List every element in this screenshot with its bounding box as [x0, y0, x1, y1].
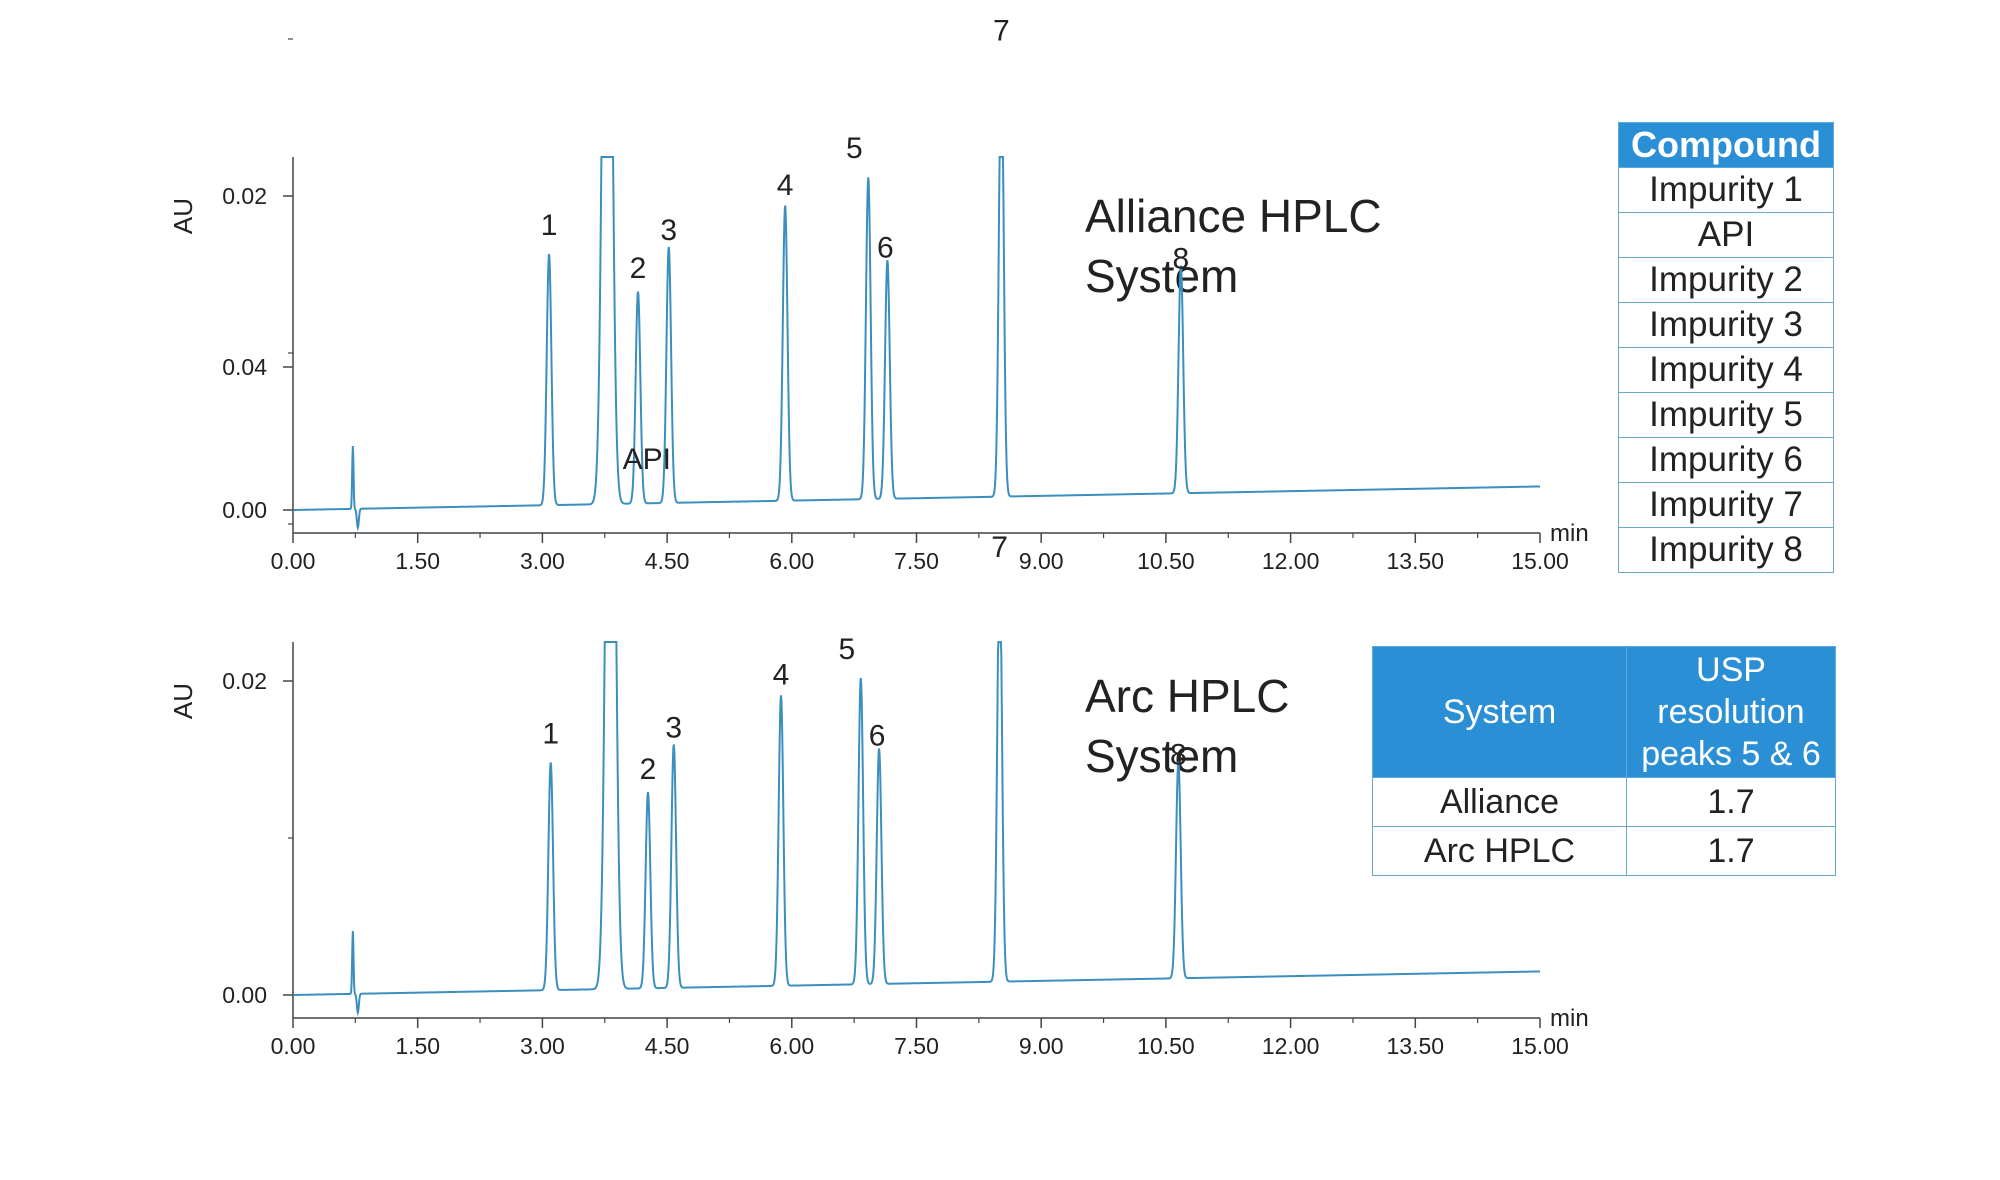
- peak-label: 3: [665, 712, 682, 745]
- x-tick-label: 13.50: [1387, 548, 1445, 574]
- table-row: Impurity 6: [1618, 437, 1834, 483]
- chart-title: Alliance HPLC System: [1085, 190, 1382, 302]
- compound-cell: Impurity 8: [1618, 527, 1834, 573]
- table-row: Arc HPLC 1.7: [1372, 826, 1836, 876]
- compound-cell: Impurity 1: [1618, 167, 1834, 213]
- resolution-table-header-row: System USP resolution peaks 5 & 6: [1372, 646, 1836, 778]
- compound-cell: Impurity 7: [1618, 482, 1834, 528]
- system-cell: Arc HPLC: [1372, 826, 1627, 876]
- chromatogram-trace: [292, 641, 1541, 1017]
- table-row: Impurity 8: [1618, 527, 1834, 573]
- table-row: Impurity 1: [1618, 167, 1834, 213]
- x-tick-label: 12.00: [1262, 548, 1320, 574]
- peak-label: 5: [846, 132, 863, 165]
- peak-label: 8: [1170, 738, 1187, 771]
- x-tick-label: 15.00: [1511, 1033, 1569, 1059]
- y-tick-label: 0.02: [222, 668, 267, 694]
- peak-label: 3: [660, 214, 677, 247]
- table-row: Alliance 1.7: [1372, 777, 1836, 827]
- compound-table-header: Compound: [1618, 122, 1834, 168]
- y-tick-label: 0.00: [222, 982, 267, 1008]
- compound-cell: Impurity 2: [1618, 257, 1834, 303]
- compound-cell: Impurity 6: [1618, 437, 1834, 483]
- x-tick-label: 10.50: [1137, 548, 1195, 574]
- chromatogram-trace: [292, 156, 1541, 532]
- system-cell: Alliance: [1372, 777, 1627, 827]
- x-axis-label: min: [1550, 520, 1589, 547]
- y-tick-label: 0.04: [222, 354, 267, 380]
- x-tick-label: 10.50: [1137, 1033, 1195, 1059]
- y-tick-label: 0.00: [222, 497, 267, 523]
- y-axis-label: AU: [168, 683, 198, 719]
- peak-label: 1: [542, 717, 559, 750]
- table-row: Impurity 5: [1618, 392, 1834, 438]
- peak-label: 2: [640, 753, 657, 786]
- chromatogram-panel-2: Arc HPLC System 0.00 1.50 3.00 4.50 6.00 7.50 9.…: [168, 354, 1589, 1059]
- table-row: API: [1618, 212, 1834, 258]
- compound-table-header-row: Compound: [1618, 122, 1834, 168]
- peak-label: 4: [777, 169, 794, 202]
- compound-cell: Impurity 5: [1618, 392, 1834, 438]
- resolution-column-header: USP resolution peaks 5 & 6: [1626, 646, 1836, 778]
- table-row: Impurity 7: [1618, 482, 1834, 528]
- resolution-cell: 1.7: [1626, 826, 1836, 876]
- x-tick-label: 7.50: [894, 1033, 939, 1059]
- peak-label: API: [623, 443, 671, 476]
- x-tick-label: 3.00: [520, 548, 565, 574]
- x-tick-label: 6.00: [769, 548, 814, 574]
- compound-cell: Impurity 3: [1618, 302, 1834, 348]
- x-tick-label: 4.50: [645, 548, 690, 574]
- x-tick-label: 15.00: [1511, 548, 1569, 574]
- x-tick-label: 1.50: [395, 1033, 440, 1059]
- peak-label: 2: [630, 252, 647, 285]
- compound-cell: Impurity 4: [1618, 347, 1834, 393]
- peak-label: 1: [541, 209, 558, 242]
- peak-label: 6: [869, 720, 886, 753]
- system-column-header: System: [1372, 646, 1627, 778]
- x-tick-label: 6.00: [769, 1033, 814, 1059]
- compound-table: Compound Impurity 1 API Impurity 2 Impur…: [1618, 122, 1834, 573]
- y-axis-label: AU: [168, 198, 198, 234]
- y-tick-label: 0.02: [222, 183, 267, 209]
- peak-label: 5: [838, 633, 855, 666]
- compound-cell: API: [1618, 212, 1834, 258]
- table-row: Impurity 3: [1618, 302, 1834, 348]
- resolution-table: System USP resolution peaks 5 & 6 Allian…: [1372, 646, 1836, 876]
- table-row: Impurity 4: [1618, 347, 1834, 393]
- x-tick-label: 1.50: [395, 548, 440, 574]
- x-tick-label: 0.00: [271, 548, 316, 574]
- chart-title: Arc HPLC System: [1085, 670, 1289, 782]
- x-axis-label: min: [1550, 1005, 1589, 1032]
- peak-label: 4: [773, 659, 790, 692]
- table-row: Impurity 2: [1618, 257, 1834, 303]
- x-tick-label: 13.50: [1387, 1033, 1445, 1059]
- x-tick-label: 9.00: [1019, 1033, 1064, 1059]
- peak-label: 7: [991, 531, 1008, 564]
- x-tick-label: 9.00: [1019, 548, 1064, 574]
- resolution-cell: 1.7: [1626, 777, 1836, 827]
- x-tick-label: 3.00: [520, 1033, 565, 1059]
- x-tick-label: 12.00: [1262, 1033, 1320, 1059]
- peak-label: 6: [877, 231, 894, 264]
- peak-label: 8: [1173, 242, 1190, 275]
- x-tick-label: 0.00: [271, 1033, 316, 1059]
- chromatogram-panel-1: Alliance HPLC System 0.00 1.50 3.00 4.50 6.00 7…: [168, 15, 1589, 574]
- x-tick-label: 7.50: [894, 548, 939, 574]
- x-tick-label: 4.50: [645, 1033, 690, 1059]
- peak-label: 7: [993, 15, 1010, 48]
